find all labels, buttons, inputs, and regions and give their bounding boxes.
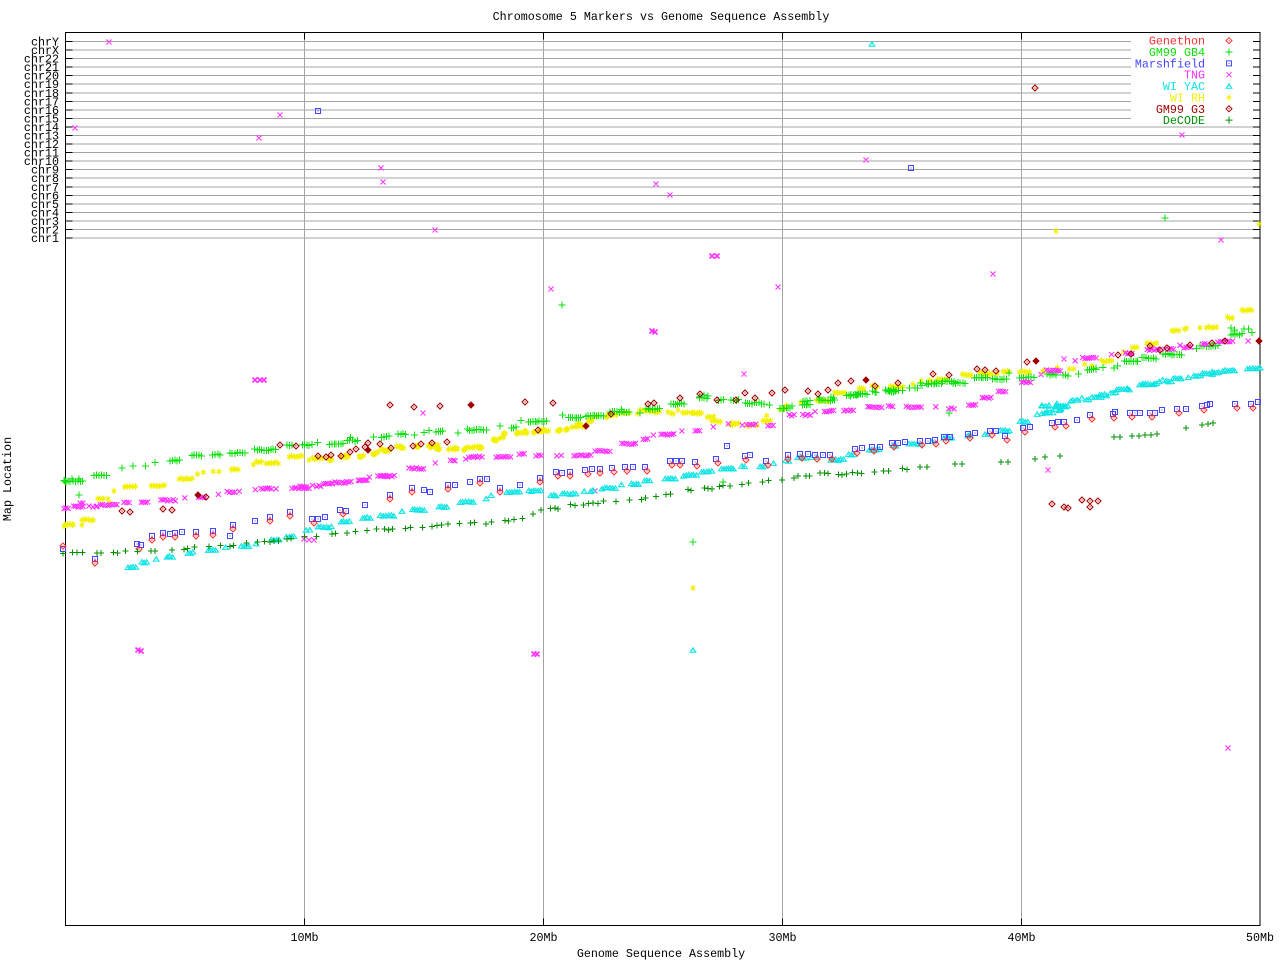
svg-text:chr18: chr18 — [24, 87, 59, 101]
svg-text:chr12: chr12 — [24, 138, 59, 152]
svg-text:chr2: chr2 — [31, 224, 59, 238]
svg-text:chr20: chr20 — [24, 70, 59, 84]
svg-text:Chromosome 5 Markers vs Genome: Chromosome 5 Markers vs Genome Sequence … — [493, 10, 830, 24]
svg-text:20Mb: 20Mb — [529, 931, 557, 945]
svg-text:WI RH: WI RH — [1170, 91, 1205, 105]
svg-text:10Mb: 10Mb — [290, 931, 318, 945]
svg-text:Genethon: Genethon — [1149, 35, 1205, 49]
svg-text:Map Location: Map Location — [1, 437, 15, 521]
svg-text:chr9: chr9 — [31, 164, 59, 178]
svg-text:50Mb: 50Mb — [1246, 931, 1274, 945]
svg-text:chr10: chr10 — [24, 155, 59, 169]
svg-text:chr17: chr17 — [24, 95, 59, 109]
svg-text:GM99 GB4: GM99 GB4 — [1149, 46, 1205, 60]
svg-text:chrY: chrY — [31, 36, 59, 50]
svg-text:WI YAC: WI YAC — [1163, 80, 1205, 94]
svg-text:chr16: chr16 — [24, 104, 59, 118]
svg-text:chr14: chr14 — [24, 121, 59, 135]
svg-text:chr22: chr22 — [24, 53, 59, 67]
svg-text:chr11: chr11 — [24, 147, 59, 161]
svg-text:chr5: chr5 — [31, 198, 59, 212]
svg-text:Marshfield: Marshfield — [1135, 57, 1205, 71]
svg-text:chr7: chr7 — [31, 181, 59, 195]
svg-text:chr3: chr3 — [31, 215, 59, 229]
svg-text:Genome Sequence Assembly: Genome Sequence Assembly — [577, 947, 745, 960]
svg-text:chr6: chr6 — [31, 189, 59, 203]
svg-text:chr19: chr19 — [24, 78, 59, 92]
svg-text:chr13: chr13 — [24, 130, 59, 144]
svg-text:chr1: chr1 — [31, 232, 59, 246]
svg-text:30Mb: 30Mb — [768, 931, 796, 945]
svg-text:chrX: chrX — [31, 44, 59, 58]
svg-text:TNG: TNG — [1184, 69, 1205, 83]
svg-text:chr21: chr21 — [24, 61, 59, 75]
svg-text:40Mb: 40Mb — [1007, 931, 1035, 945]
svg-text:chr15: chr15 — [24, 112, 59, 126]
svg-text:GM99 G3: GM99 G3 — [1156, 103, 1205, 117]
svg-text:DeCODE: DeCODE — [1163, 114, 1205, 128]
svg-text:chr4: chr4 — [31, 206, 59, 220]
svg-text:chr8: chr8 — [31, 172, 59, 186]
